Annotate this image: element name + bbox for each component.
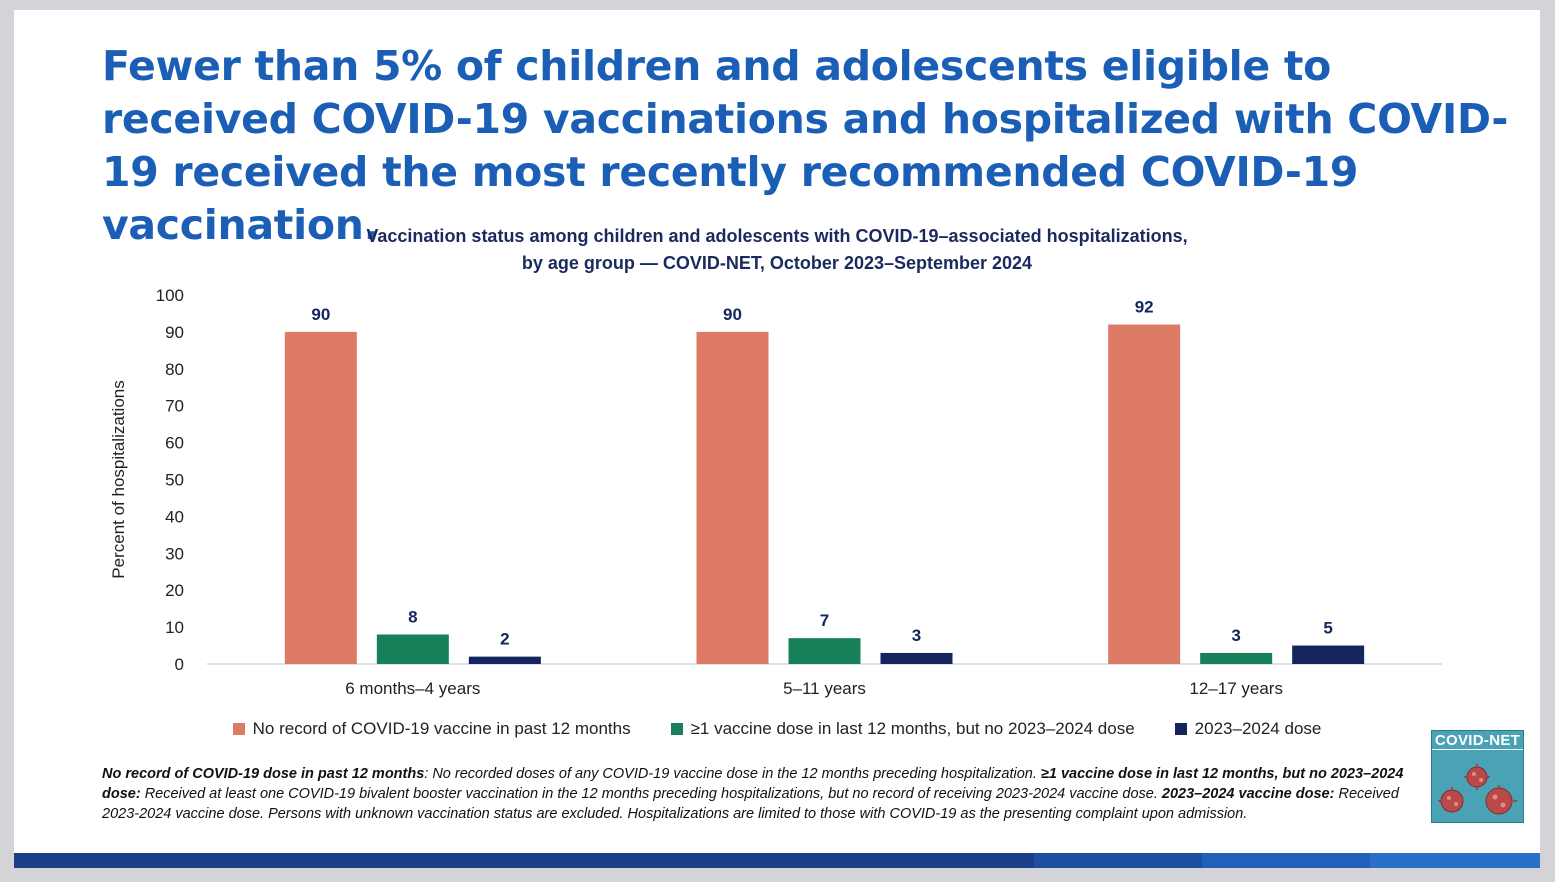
- footnote: No record of COVID-19 dose in past 12 mo…: [102, 764, 1412, 824]
- logo-text: COVID-NET: [1432, 732, 1523, 750]
- data-label: 7: [820, 611, 829, 630]
- y-tick-label: 0: [175, 655, 184, 674]
- footnote-term-2: ≥1 vaccine dose in last 12 months, but n…: [102, 766, 1404, 802]
- slide: Fewer than 5% of children and adolescent…: [14, 10, 1540, 868]
- bar: [468, 656, 541, 664]
- y-tick-label: 20: [165, 581, 184, 600]
- data-label: 90: [311, 305, 330, 324]
- legend-item: ≥1 vaccine dose in last 12 months, but n…: [670, 719, 1135, 739]
- data-label: 3: [912, 626, 921, 645]
- legend-label: 2023–2024 dose: [1194, 719, 1322, 738]
- chart-title-line-2: by age group — COVID-NET, October 2023–S…: [521, 253, 1033, 273]
- bar: [696, 331, 769, 664]
- slide-headline: Fewer than 5% of children and adolescent…: [102, 42, 1509, 249]
- x-tick-label: 12–17 years: [1189, 679, 1283, 698]
- data-label: 5: [1323, 619, 1332, 638]
- bar: [880, 652, 953, 664]
- data-label: 92: [1135, 298, 1154, 317]
- x-tick-label: 5–11 years: [783, 679, 866, 698]
- footnote-term-3: 2023–2024 vaccine dose:: [1161, 786, 1335, 802]
- chart-title: Vaccination status among children and ad…: [14, 223, 1540, 277]
- data-label: 2: [500, 630, 509, 649]
- data-label: 3: [1231, 626, 1240, 645]
- bottom-band: [14, 853, 1540, 868]
- footnote-def-2: Received at least one COVID-19 bivalent …: [140, 786, 1158, 802]
- y-tick-label: 100: [156, 286, 184, 305]
- x-tick-label: 6 months–4 years: [345, 679, 480, 698]
- band-segment-1: [14, 853, 1034, 868]
- y-tick-label: 30: [165, 544, 184, 563]
- footnote-def-3: Received 2023-2024 vaccine dose. Persons…: [102, 786, 1399, 822]
- chart-title-line-1: Vaccination status among children and ad…: [366, 226, 1188, 246]
- y-tick-label: 10: [165, 618, 184, 637]
- legend-label: ≥1 vaccine dose in last 12 months, but n…: [690, 719, 1135, 738]
- footnote-def-1: : No recorded doses of any COVID-19 vacc…: [424, 766, 1041, 782]
- legend-label: No record of COVID-19 vaccine in past 12…: [252, 719, 631, 738]
- legend-item: 2023–2024 dose: [1174, 719, 1322, 739]
- legend-swatch: [232, 723, 245, 735]
- chart-legend: No record of COVID-19 vaccine in past 12…: [14, 719, 1540, 739]
- bar: [788, 638, 861, 664]
- bar: [284, 331, 357, 664]
- legend-swatch: [1174, 723, 1187, 735]
- y-tick-label: 80: [165, 360, 184, 379]
- y-tick-label: 50: [165, 471, 184, 490]
- y-axis-label: Percent of hospitalizations: [109, 380, 128, 578]
- legend-item: No record of COVID-19 vaccine in past 12…: [232, 719, 631, 739]
- y-tick-label: 70: [165, 397, 184, 416]
- virus-icon: [1438, 764, 1517, 815]
- bar: [1200, 652, 1273, 664]
- data-label: 8: [408, 607, 417, 626]
- bar: [376, 634, 449, 664]
- band-segment-3: [1202, 853, 1370, 868]
- covid-net-logo: COVID-NET: [1431, 730, 1524, 823]
- bar-chart: 0 10 20 30 40 50 60 70 80 90 100 Percent of hospita…: [109, 286, 1442, 698]
- y-tick-label: 60: [165, 434, 184, 453]
- y-tick-label: 90: [165, 323, 184, 342]
- y-tick-label: 40: [165, 507, 184, 526]
- band-segment-4: [1370, 853, 1540, 868]
- data-label: 90: [723, 305, 742, 324]
- bar: [1108, 324, 1181, 664]
- bar: [1292, 645, 1365, 664]
- legend-swatch: [670, 723, 683, 735]
- footnote-term-1: No record of COVID-19 dose in past 12 mo…: [102, 766, 425, 782]
- band-segment-2: [1034, 853, 1202, 868]
